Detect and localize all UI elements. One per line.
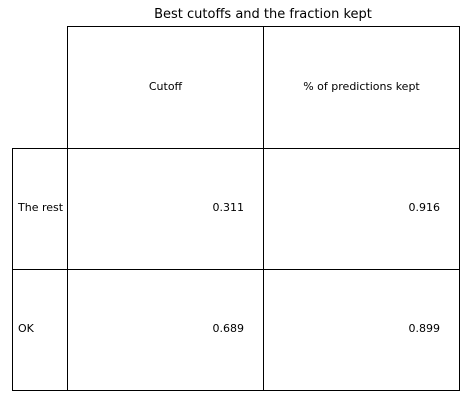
header-bottom-border (12, 148, 460, 149)
header-left-border (67, 26, 68, 391)
column-header-cutoff: Cutoff (148, 80, 183, 93)
row-divider (12, 269, 460, 270)
row-header-left-border (12, 148, 13, 391)
cell-the-rest-cutoff: 0.311 (212, 201, 245, 214)
column-divider (263, 26, 264, 391)
chart-title: Best cutoffs and the fraction kept (154, 7, 372, 22)
cell-the-rest-percent-kept: 0.916 (408, 201, 441, 214)
cell-ok-cutoff: 0.689 (212, 322, 245, 335)
table-bottom-border (12, 390, 460, 391)
cell-ok-percent-kept: 0.899 (408, 322, 441, 335)
column-header-percent-kept: % of predictions kept (303, 80, 420, 93)
row-header-the-rest: The rest (18, 201, 64, 214)
row-header-ok: OK (18, 322, 34, 335)
table-right-border (459, 26, 460, 391)
